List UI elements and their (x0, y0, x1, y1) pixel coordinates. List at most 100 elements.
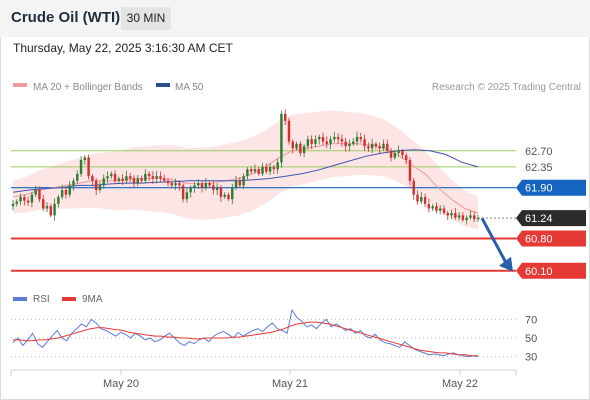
candle-body (397, 150, 400, 154)
x-tick-label: May 21 (272, 378, 308, 390)
candle-body (42, 199, 45, 209)
candle-body (268, 166, 272, 172)
rsi-tick-30: 30 (525, 352, 537, 364)
candle-body (200, 183, 204, 188)
legend-9ma: 9MA (82, 294, 103, 305)
candle-body (19, 196, 22, 202)
candle-body (393, 153, 397, 158)
candle-body (174, 183, 177, 186)
candle-body (185, 192, 189, 200)
candle-body (147, 173, 151, 177)
level-label-60.80: 60.80 (525, 233, 553, 245)
candle-body (136, 178, 139, 184)
level-tag-60.80 (516, 230, 586, 247)
candle-body (355, 136, 359, 142)
candle-body (476, 218, 480, 220)
timeframe-button[interactable]: 30 MIN (121, 7, 171, 30)
candle-body (435, 206, 438, 211)
legend-swatch-ma20 (13, 83, 27, 87)
candle-body (38, 190, 41, 200)
candle-body (68, 185, 71, 195)
candle-body (318, 136, 321, 140)
candle-body (457, 215, 461, 218)
candle-body (404, 155, 408, 160)
forecast-arrow-shaft (480, 217, 508, 264)
x-tick-label: May 22 (442, 378, 478, 390)
candle-body (87, 157, 90, 177)
candle-body (231, 187, 234, 200)
candle-body (287, 120, 291, 142)
candle-body (30, 194, 34, 203)
candle-body (336, 136, 340, 140)
candle-body (333, 136, 336, 140)
candle-body (454, 213, 457, 218)
legend-swatch-ma50 (156, 83, 170, 87)
candle-body (113, 173, 117, 181)
watermark: Research © 2025 Trading Central (432, 82, 581, 93)
candle-body (26, 200, 30, 203)
candle-body (310, 139, 313, 144)
candle-body (76, 173, 79, 181)
candle-body (121, 178, 124, 181)
candle-body (53, 203, 56, 216)
candle-body (197, 183, 200, 186)
candle-body (389, 150, 393, 158)
candle-body (117, 178, 121, 181)
candle-body (215, 187, 219, 190)
candle-body (352, 141, 355, 144)
candle-body (469, 215, 472, 218)
candle-body (412, 180, 415, 195)
candle-body (223, 194, 226, 197)
x-tick-label: May 20 (103, 378, 139, 390)
moving-averages (12, 143, 479, 214)
chart-header: Crude Oil (WTI) 30 MIN (0, 0, 590, 37)
candle-body (72, 180, 75, 186)
candle-body (64, 190, 68, 195)
candle-body (408, 160, 412, 181)
candle-body (242, 176, 245, 186)
level-label-62.70: 62.70 (525, 146, 553, 158)
rsi-9ma-line (13, 321, 478, 357)
legend-ma50: MA 50 (175, 82, 204, 93)
candle-body (261, 166, 264, 174)
candle-body (382, 143, 385, 149)
candle-body (98, 185, 102, 190)
candle-body (102, 178, 105, 186)
level-tag-61.24 (516, 210, 586, 227)
candle-body (461, 215, 465, 220)
candle-body (367, 146, 370, 149)
candle-body (45, 206, 49, 209)
level-label-61.90: 61.90 (525, 183, 553, 195)
candle-body (170, 183, 173, 186)
rsi-tick-50: 50 (525, 333, 537, 345)
level-tag-60.10 (516, 262, 586, 279)
candlesticks (11, 109, 480, 225)
candle-body (155, 176, 158, 179)
candle-body (227, 194, 230, 200)
candle-body (15, 201, 18, 204)
candle-body (291, 141, 294, 149)
candle-body (325, 141, 328, 144)
candle-body (253, 169, 257, 172)
candle-body (299, 143, 302, 154)
candle-body (212, 185, 215, 190)
candle-body (420, 196, 423, 202)
rsi-line (12, 308, 479, 358)
candle-body (246, 169, 249, 177)
candle-body (438, 208, 442, 211)
level-label-62.35: 62.35 (525, 162, 553, 174)
candle-body (306, 139, 310, 147)
candle-body (79, 160, 83, 174)
ma20-line (12, 143, 479, 214)
candle-body (363, 139, 366, 147)
candle-body (423, 196, 427, 204)
legend-swatch-rsi (13, 297, 27, 301)
candle-body (23, 196, 26, 201)
chart-datetime: Thursday, May 22, 2025 3:16:30 AM CET (13, 41, 233, 55)
candle-body (110, 173, 113, 177)
candle-body (314, 139, 317, 144)
candle-body (427, 203, 431, 209)
level-label-60.10: 60.10 (525, 266, 553, 278)
candle-body (60, 190, 64, 197)
candle-body (219, 187, 223, 197)
